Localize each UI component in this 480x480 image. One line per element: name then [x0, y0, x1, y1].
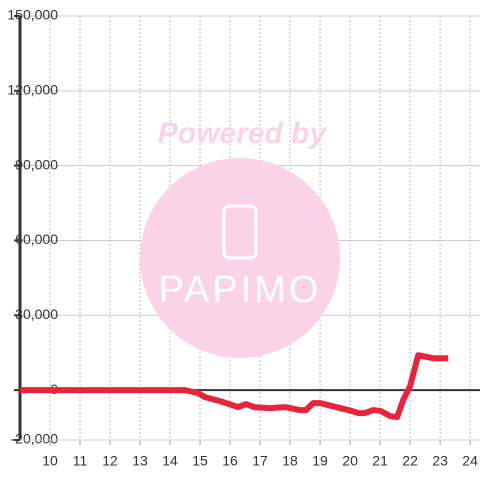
watermark-logo: PAPIMO	[159, 269, 322, 311]
x-tick-label: 12	[102, 453, 118, 469]
y-tick-label: 150,000	[7, 7, 58, 23]
x-tick-label: 10	[42, 453, 58, 469]
x-tick-label: 16	[222, 453, 238, 469]
watermark: Powered by PAPIMO	[140, 117, 340, 358]
x-tick-label: 22	[402, 453, 418, 469]
x-tick-label: 18	[282, 453, 298, 469]
x-tick-label: 13	[132, 453, 148, 469]
y-tick-label: 90,000	[15, 156, 58, 172]
x-tick-label: 14	[162, 453, 178, 469]
x-tick-label: 19	[312, 453, 328, 469]
x-tick-label: 11	[73, 453, 88, 469]
y-tick-label: 60,000	[15, 231, 58, 247]
y-tick-label: 30,000	[15, 306, 58, 322]
watermark-text: Powered by	[158, 117, 328, 150]
y-tick-label: 120,000	[7, 82, 58, 98]
data-line	[20, 352, 449, 421]
y-tick-label: -20,000	[11, 431, 59, 447]
x-tick-label: 24	[462, 453, 478, 469]
x-tick-label: 17	[252, 453, 268, 469]
x-tick-label: 20	[342, 453, 358, 469]
x-tick-label: 21	[372, 453, 388, 469]
x-tick-label: 15	[192, 453, 208, 469]
x-tick-label: 23	[432, 453, 448, 469]
watermark-icon	[222, 204, 258, 260]
